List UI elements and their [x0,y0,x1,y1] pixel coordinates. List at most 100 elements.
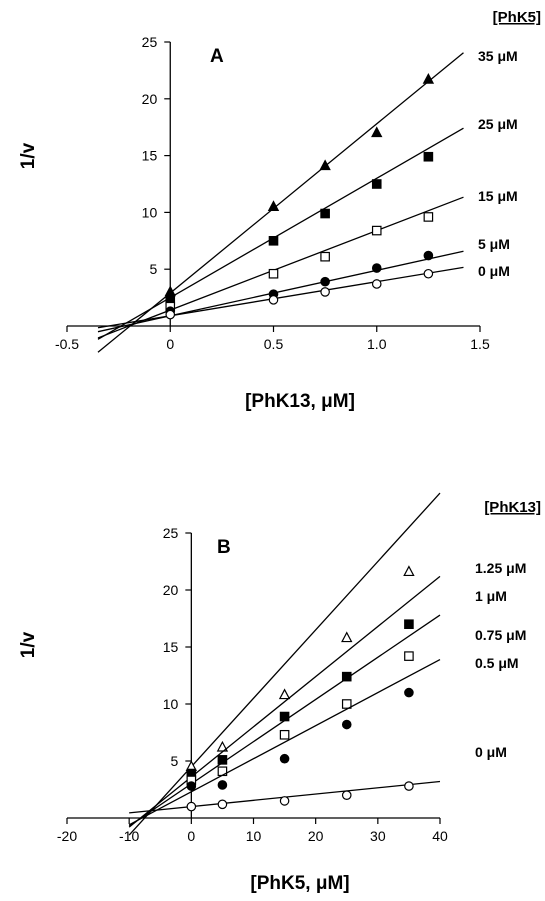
panel-a-series-marker-circle [320,276,330,287]
panel-a-x-axis-label: [PhK13, μM] [245,391,355,412]
panel-b-y-tick-label: 20 [163,582,179,598]
panel-a-y-tick-label: 20 [142,91,158,107]
panel-a-x-tick-label: 1.5 [470,336,490,352]
panel-a-x-tick-label: -0.5 [55,336,79,352]
panel-b-series-label: 0 μM [475,744,507,760]
panel-b-y-tick-label: 25 [163,525,179,541]
panel-b-x-tick-label: 40 [432,828,448,844]
panel-b-series-marker-circle [341,790,352,800]
panel-a: -0.5 0 0.5 1.0 1.5 5 10 15 20 25 [PhK13, μM] 1/v A [P… [18,9,541,412]
panel-b-series-marker-square [404,651,414,661]
panel-a-series-marker-square [423,212,434,222]
panel-a-series-label: 35 μM [478,48,518,64]
panel-b-series-marker-square [341,699,352,709]
panel-b-series-marker-circle [279,796,290,806]
panel-a-series: 15 μM [97,188,518,339]
panel-a-series-marker-circle [371,279,382,289]
panel-a-y-tick-label: 15 [142,148,158,164]
panel-b-series-marker-circle [186,801,197,812]
panel-b-series-marker-square [404,619,414,629]
panel-a-series-marker-square [371,179,382,189]
panel-b-series-label: 0.5 μM [475,655,519,671]
panel-b-x-axis-label: [PhK5, μM] [250,873,349,894]
panel-b-series-fit-line [128,575,441,828]
panel-b-series-fit-line [128,492,441,836]
panel-b-legend-title: [PhK13] [484,499,541,516]
panel-a-series-marker-circle [371,263,382,273]
panel-a-series-marker-triangle [267,200,280,212]
panel-b-series-marker-circle [217,780,228,790]
panel-a-series-label: 25 μM [478,116,518,132]
panel-b-series-marker-triangle [341,631,353,643]
panel-a-series-fit-line [97,196,464,339]
panel-a-series-marker-circle [165,309,176,320]
panel-b-x-tick-label: -20 [57,828,77,844]
panel-a-series: 25 μM [97,116,518,340]
panel-a-x-tick-label: 0.5 [264,336,284,352]
panel-b-series: 0 μM [129,744,507,814]
panel-b-series-marker-circle [341,719,352,730]
panel-b-y-tick-label: 5 [171,753,179,769]
panel-b-series-marker-triangle [278,688,291,700]
panel-b-panel-label: B [217,537,231,558]
panel-b-series-fit-line [128,614,441,827]
panel-b-series-marker-circle [404,781,414,791]
panel-b-series: 0.75 μM [128,614,526,827]
panel-a-legend-title: [PhK5] [493,9,541,26]
panel-b-y-tick-label: 15 [163,639,179,655]
panel-b-series-marker-triangle [216,740,229,752]
panel-a-series-marker-square [423,151,434,162]
panel-b-series: 1 μM [128,575,507,828]
panel-a-series: 0 μM [97,263,510,329]
panel-b-y-tick-label: 10 [163,696,179,712]
panel-b-x-tick-label: -10 [119,828,139,844]
panel-a-x-tick-label: 0 [166,336,174,352]
panel-b-series-marker-triangle [403,565,415,577]
panel-a-series-marker-square [371,225,382,236]
panel-a-series-fit-line [97,266,464,329]
panel-a-series-marker-triangle [422,73,435,84]
panel-b-series-label: 0.75 μM [475,627,526,643]
panel-a-series-label: 0 μM [478,263,510,279]
panel-b-x-tick-label: 30 [370,828,386,844]
panel-b-series-marker-circle [186,781,197,791]
panel-b-series-label: 1 μM [475,588,507,604]
panel-a-y-tick-label: 25 [142,34,158,50]
panel-b-x-tick-label: 20 [308,828,324,844]
panel-b-series-marker-circle [217,799,228,810]
panel-b-y-axis-label: 1/v [18,631,39,658]
panel-b-series: 1.25 μM [128,492,526,836]
panel-b-series-marker-square [279,711,290,722]
panel-a-series-marker-square [268,268,279,279]
panel-b-series-marker-square [279,729,290,740]
panel-a-series: 35 μM [97,48,518,353]
panel-a-series-marker-circle [268,295,279,305]
panel-b-series-marker-circle [279,753,290,764]
panel-a-series-marker-square [320,251,330,262]
panel-a-y-tick-label: 10 [142,204,158,220]
panel-a-series-fit-line [97,127,464,340]
panel-a-series-marker-triangle [319,159,331,171]
panel-b-series-fit-line [128,658,441,826]
panel-a-series-marker-square [320,208,330,219]
panel-a-series-label: 5 μM [478,236,510,252]
panel-a-series-marker-circle [423,250,434,261]
panel-a-series-marker-square [268,236,279,246]
panel-a-panel-label: A [210,46,224,67]
panel-a-series-marker-circle [320,287,330,297]
panel-a-series-label: 15 μM [478,188,518,204]
panel-a-series-marker-circle [423,268,434,279]
panel-b: -20 -10 0 10 20 30 40 5 10 15 20 25 [PhK5, μM] 1/v B [P… [18,492,541,894]
panel-b-series: 0.5 μM [128,655,519,826]
panel-b-series-marker-square [341,671,352,682]
panel-a-x-tick-label: 1.0 [367,336,387,352]
panel-b-series-marker-circle [404,687,414,698]
panel-b-x-tick-label: 10 [246,828,262,844]
panel-a-y-axis-label: 1/v [18,142,39,169]
panel-b-series-label: 1.25 μM [475,560,526,576]
panel-b-x-tick-label: 0 [187,828,195,844]
panel-a-y-tick-label: 5 [149,261,157,277]
panel-a-series-marker-triangle [371,126,383,138]
panel-a-series-fit-line [97,52,464,353]
